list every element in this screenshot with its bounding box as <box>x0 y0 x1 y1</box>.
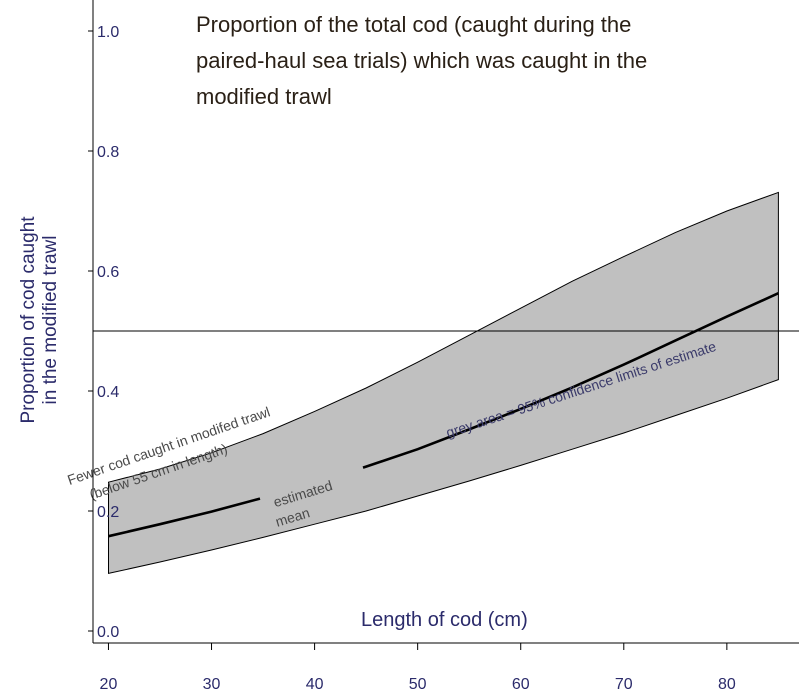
x-tick-label: 20 <box>100 676 118 693</box>
y-tick-label: 0.4 <box>97 384 119 401</box>
mean-line-segment <box>362 292 779 469</box>
x-tick-label: 40 <box>306 676 324 693</box>
y-tick-label: 0.0 <box>97 624 119 641</box>
title-line: modified trawl <box>196 84 332 109</box>
y-axis-label-line: Proportion of cod caught <box>18 216 39 424</box>
y-tick-label: 0.2 <box>97 504 119 521</box>
x-tick-label: 30 <box>203 676 221 693</box>
confidence-band <box>108 191 779 575</box>
x-axis: 20 30 40 50 60 70 80 <box>93 642 799 693</box>
y-axis: 0.0 0.2 0.4 0.6 0.8 1.0 <box>88 0 119 643</box>
x-tick-label: 70 <box>615 676 633 693</box>
x-tick-label: 80 <box>718 676 736 693</box>
x-tick-label: 60 <box>512 676 530 693</box>
title-line: Proportion of the total cod (caught duri… <box>196 12 631 37</box>
y-tick-label: 0.6 <box>97 264 119 281</box>
x-axis-label: Length of cod (cm) <box>361 609 528 631</box>
mean-line-segment <box>108 497 261 538</box>
chart-title: Proportion of the total cod (caught duri… <box>196 12 647 109</box>
y-tick-label: 1.0 <box>97 24 119 41</box>
y-tick-label: 0.8 <box>97 144 119 161</box>
x-tick-label: 50 <box>409 676 427 693</box>
plot-area <box>93 191 799 575</box>
y-axis-label: Proportion of cod caught in the modified… <box>18 216 61 424</box>
y-axis-label-line: in the modified trawl <box>40 236 61 405</box>
title-line: paired-haul sea trials) which was caught… <box>196 48 647 73</box>
